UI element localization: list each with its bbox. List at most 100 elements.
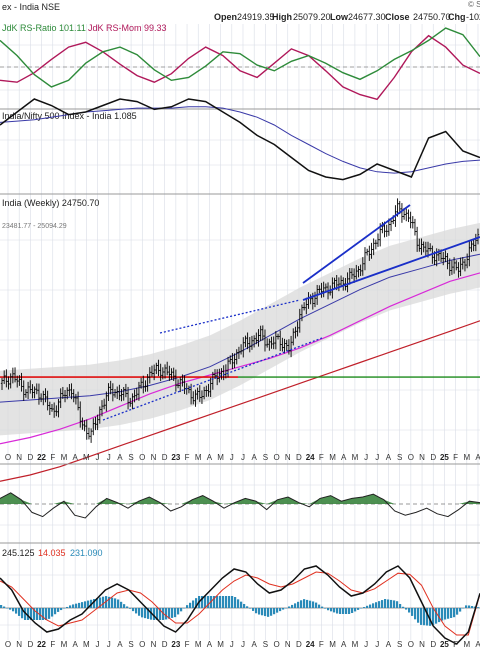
axis-tick-label: 25 <box>440 453 449 462</box>
macd-histogram-bar <box>378 601 381 608</box>
macd-histogram-bar <box>327 608 330 611</box>
macd-histogram-bar <box>339 608 342 614</box>
macd-histogram-bar <box>393 600 396 608</box>
macd-histogram-bar <box>156 608 159 620</box>
high-label: High <box>272 12 292 22</box>
axis-tick-label: F <box>185 640 190 649</box>
macd-histogram-bar <box>180 608 183 612</box>
macd-histogram-bar <box>147 608 150 619</box>
macd-histogram-bar <box>228 596 231 608</box>
macd-histogram-bar <box>75 603 78 608</box>
chg-value: -102 <box>466 12 480 22</box>
macd-histogram-bar <box>132 608 135 612</box>
macd-histogram-bar <box>168 608 171 619</box>
axis-tick-label: J <box>375 640 379 649</box>
axis-tick-label: O <box>273 640 279 649</box>
macd-histogram-bar <box>48 608 51 619</box>
macd-histogram-bar <box>177 608 180 615</box>
axis-tick-label: A <box>341 640 347 649</box>
macd-histogram-bar <box>213 596 216 608</box>
macd-histogram-bar <box>252 608 255 611</box>
macd-histogram-bar <box>465 605 468 608</box>
price-bar <box>409 211 412 229</box>
axis-tick-label: A <box>475 453 480 462</box>
axis-tick-label: A <box>72 640 78 649</box>
axis-tick-label: N <box>285 640 291 649</box>
macd-histogram-bar <box>324 608 327 609</box>
macd-histogram-bar <box>57 608 60 612</box>
macd-histogram-bar <box>291 604 294 608</box>
axis-tick-label: O <box>139 453 145 462</box>
jdk-rs-panel: JdK RS-Ratio 101.11 JdK RS-Mom 99.33 <box>0 23 480 110</box>
macd-histogram-bar <box>234 597 237 608</box>
macd-histogram-bar <box>171 608 174 618</box>
axis-tick-label: D <box>296 640 302 649</box>
macd-histogram-bar <box>186 605 189 608</box>
axis-tick-label: D <box>430 640 436 649</box>
ma-red-line <box>0 320 480 482</box>
macd-histogram-bar <box>192 600 195 608</box>
macd-histogram-bar <box>351 608 354 613</box>
ohlc-readout: Open 24919.35 High 25079.20 Low 24677.30… <box>214 12 480 22</box>
axis-tick-label: O <box>5 640 11 649</box>
axis-tick-label: O <box>139 640 145 649</box>
axis-tick-label: M <box>463 453 470 462</box>
macd-histogram-bar <box>348 608 351 614</box>
relative-strength-legend: India/Nifty 500 Index - India 1.085 <box>2 111 137 121</box>
macd-histogram-bar <box>144 608 147 619</box>
macd-histogram-bar <box>330 608 333 612</box>
macd-histogram-bar <box>162 608 165 620</box>
macd-histogram-bar <box>312 601 315 608</box>
macd-histogram-bar <box>195 598 198 608</box>
axis-tick-label: M <box>195 453 202 462</box>
macd-histogram-bar <box>276 608 279 613</box>
axis-tick-label: N <box>16 640 22 649</box>
jdk-rs-mom-legend: JdK RS-Mom 99.33 <box>88 23 167 33</box>
macd-histogram-bar <box>417 608 420 623</box>
macd-histogram-bar <box>333 608 336 613</box>
axis-tick-label: S <box>128 453 133 462</box>
time-axis: O N D 22 F M A M J J A S O N D 23 F M A M J J A S O N D 24 F M A M J J A S O… <box>5 453 480 462</box>
macd-histogram-bar <box>51 608 54 617</box>
macd-histogram-bar <box>366 605 369 608</box>
macd-histogram-bar <box>39 608 42 620</box>
axis-tick-label: S <box>263 640 268 649</box>
price-legend: India (Weekly) 24750.70 <box>2 198 99 208</box>
macd-histogram-bar <box>30 608 33 620</box>
macd-histogram-bar <box>375 602 378 608</box>
axis-tick-label: J <box>241 640 245 649</box>
price-bar <box>411 216 414 229</box>
axis-tick-label: F <box>319 640 324 649</box>
axis-tick-label: A <box>117 640 123 649</box>
macd-histogram-bar <box>201 596 204 608</box>
macd-histogram-bar <box>396 601 399 608</box>
low-label: Low <box>330 12 349 22</box>
rs-mom-line <box>0 34 480 101</box>
relative-strength-line <box>0 98 480 181</box>
axis-tick-label: F <box>453 640 458 649</box>
time-axis-bottom: O N D 22 F M A M J J A S O N D 23 F M A M J J A S O N D 24 F M A M J J A S O… <box>5 640 480 649</box>
axis-tick-label: A <box>475 640 480 649</box>
price-panel: India (Weekly) 24750.70 23481.77 - 25094… <box>0 198 480 482</box>
macd-histogram-bar <box>294 603 297 608</box>
axis-tick-label: 22 <box>37 640 46 649</box>
axis-tick-label: N <box>285 453 291 462</box>
axis-tick-label: J <box>230 640 234 649</box>
price-bars <box>0 198 480 443</box>
axis-tick-label: S <box>397 640 402 649</box>
macd-histogram-bar <box>27 608 30 620</box>
macd-histogram-bar <box>264 608 267 617</box>
axis-tick-label: 23 <box>171 640 180 649</box>
price-bar <box>413 218 417 236</box>
macd-histogram-bar <box>285 608 288 609</box>
axis-tick-label: M <box>463 640 470 649</box>
macd-histogram-bar <box>87 600 90 608</box>
macd-histogram-bar <box>435 608 438 624</box>
axis-tick-label: M <box>195 640 202 649</box>
macd-histogram-bar <box>138 608 141 616</box>
macd-histogram-bar <box>420 608 423 625</box>
macd-histogram-bar <box>33 608 36 620</box>
macd-histogram-bar <box>288 606 291 608</box>
price-bar <box>400 203 404 223</box>
macd-histogram-bar <box>423 608 426 626</box>
